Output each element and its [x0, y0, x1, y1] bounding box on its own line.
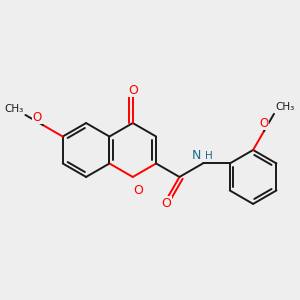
Text: O: O: [259, 117, 268, 130]
Text: H: H: [205, 151, 213, 160]
Text: O: O: [33, 111, 42, 124]
Text: N: N: [192, 149, 201, 162]
Text: O: O: [133, 184, 143, 197]
Text: O: O: [128, 84, 138, 97]
Text: O: O: [162, 196, 172, 209]
Text: CH₃: CH₃: [5, 103, 24, 113]
Text: CH₃: CH₃: [275, 102, 295, 112]
